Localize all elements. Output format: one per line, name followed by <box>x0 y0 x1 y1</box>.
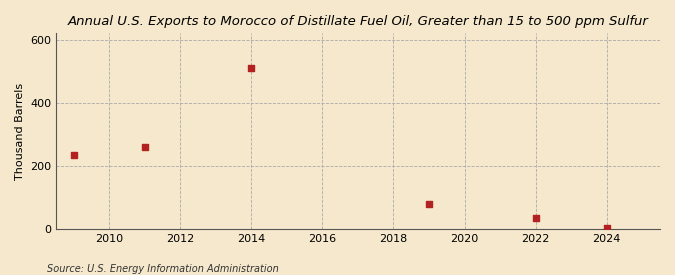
Point <box>531 216 541 221</box>
Title: Annual U.S. Exports to Morocco of Distillate Fuel Oil, Greater than 15 to 500 pp: Annual U.S. Exports to Morocco of Distil… <box>68 15 649 28</box>
Point <box>424 202 435 206</box>
Point <box>601 226 612 230</box>
Point <box>139 145 150 149</box>
Point <box>246 66 256 70</box>
Y-axis label: Thousand Barrels: Thousand Barrels <box>15 83 25 180</box>
Point <box>68 153 79 157</box>
Text: Source: U.S. Energy Information Administration: Source: U.S. Energy Information Administ… <box>47 264 279 274</box>
